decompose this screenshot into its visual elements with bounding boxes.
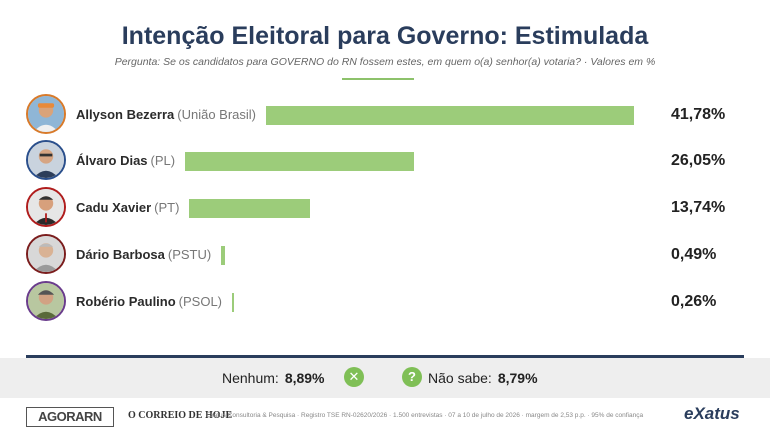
candidate-row: Allyson Bezerra (União Brasil) 41,78% [0, 91, 770, 138]
value-label: 41,78% [671, 106, 726, 123]
value-label: 13,74% [671, 199, 726, 216]
bar-cadu-xavier [189, 199, 311, 218]
survey-info: Exatus Consultoria & Pesquisa · Registro… [206, 412, 644, 419]
question-icon: ? [402, 367, 422, 387]
x-icon: ✕ [344, 367, 364, 387]
nenhum-value: 8,89% [284, 370, 325, 386]
bar-alvaro-dias [185, 152, 415, 171]
value-label: 0,49% [671, 246, 717, 263]
candidate-avatar [26, 94, 66, 134]
candidate-avatar [26, 281, 66, 321]
naosabe-item: Não sabe: 8,79% [428, 370, 538, 386]
exatus-logo: eXatus [684, 404, 740, 423]
candidate-avatar [26, 234, 66, 274]
candidate-row: Dário Barbosa (PSTU) 0,49% [0, 231, 770, 278]
title-underline [342, 78, 414, 80]
footer: AGORARN O CORREIO DE HOJE Exatus Consult… [0, 398, 770, 440]
chart-subtitle: Pergunta: Se os candidatos para GOVERNO … [114, 56, 656, 68]
section-divider [26, 355, 744, 358]
candidate-avatar [26, 187, 66, 227]
value-label: 0,26% [671, 293, 717, 310]
candidate-name: Cadu Xavier (PT) [76, 200, 180, 215]
nenhum-item: Nenhum: 8,89% [222, 370, 325, 386]
candidate-name: Robério Paulino (PSOL) [76, 294, 223, 309]
nenhum-label: Nenhum: [222, 370, 279, 386]
chart-title: Intenção Eleitoral para Governo: Estimul… [121, 22, 649, 50]
candidate-row: Cadu Xavier (PT) 13,74% [0, 184, 770, 231]
agorarn-logo: AGORARN [26, 407, 114, 427]
bar-roberio-paulino [232, 293, 235, 312]
candidate-name: Dário Barbosa (PSTU) [76, 247, 212, 262]
naosabe-value: 8,79% [497, 370, 538, 386]
candidate-row: Robério Paulino (PSOL) 0,26% [0, 278, 770, 325]
others-bar: Nenhum: 8,89% ✕ ? Não sabe: 8,79% [0, 358, 770, 398]
candidate-name: Álvaro Dias (PL) [76, 153, 176, 168]
candidate-row: Álvaro Dias (PL) 26,05% [0, 137, 770, 184]
bar-allyson-bezerra [266, 106, 634, 125]
candidate-avatar [26, 140, 66, 180]
value-label: 26,05% [671, 152, 726, 169]
bar-dario-barbosa [221, 246, 226, 265]
correio-logo: O CORREIO DE HOJE [128, 410, 233, 421]
naosabe-label: Não sabe: [428, 370, 492, 386]
candidate-name: Allyson Bezerra (União Brasil) [76, 107, 257, 122]
